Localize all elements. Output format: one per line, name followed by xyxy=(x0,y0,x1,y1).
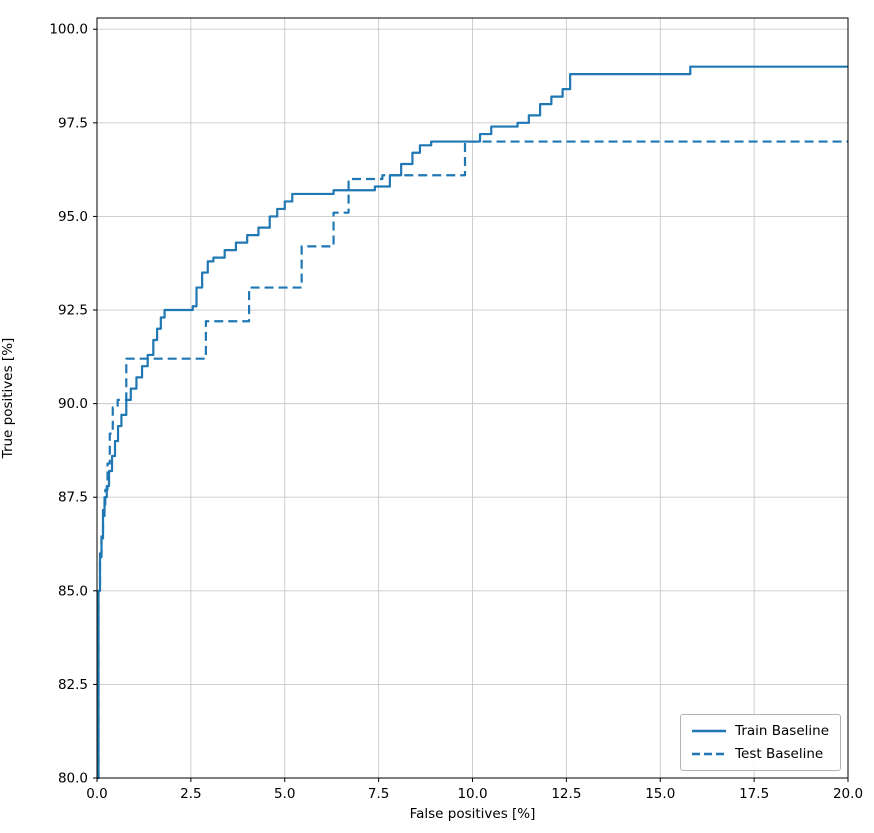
x-tick-label: 7.5 xyxy=(368,786,389,802)
x-tick-label: 12.5 xyxy=(551,786,581,802)
y-tick-label: 95.0 xyxy=(58,209,88,225)
test-baseline-line-sample-icon xyxy=(692,751,727,757)
y-tick-label: 92.5 xyxy=(58,303,88,319)
x-tick-label: 15.0 xyxy=(645,786,675,802)
x-tick-label: 0.0 xyxy=(86,786,107,802)
series-line-test-baseline xyxy=(97,140,848,780)
y-tick-label: 85.0 xyxy=(58,583,88,599)
y-tick-label: 97.5 xyxy=(58,115,88,131)
y-tick-label: 80.0 xyxy=(58,771,88,787)
x-tick-label: 10.0 xyxy=(457,786,487,802)
x-tick-label: 5.0 xyxy=(274,786,295,802)
legend-item-test-baseline: Test Baseline xyxy=(692,746,829,762)
legend: Train Baseline Test Baseline xyxy=(680,714,841,771)
legend-label-train-baseline: Train Baseline xyxy=(735,723,829,739)
x-axis-label: False positives [%] xyxy=(409,806,536,822)
y-tick-label: 82.5 xyxy=(58,677,88,693)
y-tick-label: 87.5 xyxy=(58,490,88,506)
legend-item-train-baseline: Train Baseline xyxy=(692,723,829,739)
series-line-train-baseline xyxy=(97,65,848,780)
y-tick-label: 90.0 xyxy=(58,396,88,412)
train-baseline-line-sample-icon xyxy=(692,728,727,734)
x-tick-label: 17.5 xyxy=(739,786,769,802)
y-axis-label: True positives [%] xyxy=(0,337,16,459)
y-tick-label: 100.0 xyxy=(49,22,88,38)
legend-label-test-baseline: Test Baseline xyxy=(735,746,824,762)
x-tick-label: 2.5 xyxy=(180,786,201,802)
x-tick-label: 20.0 xyxy=(833,786,863,802)
